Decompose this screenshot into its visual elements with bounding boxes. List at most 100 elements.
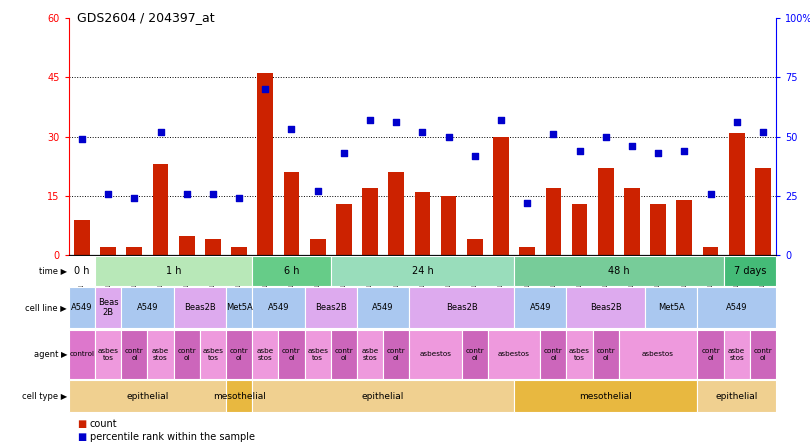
Text: A549: A549 bbox=[530, 303, 551, 312]
Text: asbestos: asbestos bbox=[498, 351, 530, 357]
Bar bbox=[650, 204, 666, 255]
Text: epithelial: epithelial bbox=[715, 392, 758, 401]
Text: Beas2B: Beas2B bbox=[184, 303, 215, 312]
Text: cell line ▶: cell line ▶ bbox=[25, 303, 67, 312]
Bar bbox=[284, 172, 300, 255]
Text: 0 h: 0 h bbox=[75, 266, 90, 276]
Bar bbox=[95, 329, 122, 379]
Text: Met5A: Met5A bbox=[226, 303, 253, 312]
Bar bbox=[619, 329, 697, 379]
Point bbox=[678, 147, 691, 155]
Text: asbe
stos: asbe stos bbox=[152, 348, 169, 361]
Bar bbox=[330, 329, 357, 379]
Text: epithelial: epithelial bbox=[126, 392, 168, 401]
Text: asbe
stos: asbe stos bbox=[361, 348, 378, 361]
Bar bbox=[540, 329, 566, 379]
Bar bbox=[593, 329, 619, 379]
Point bbox=[258, 85, 271, 93]
Bar bbox=[415, 192, 430, 255]
Text: contr
ol: contr ol bbox=[466, 348, 484, 361]
Bar bbox=[624, 188, 640, 255]
Point bbox=[180, 190, 193, 197]
Point bbox=[207, 190, 220, 197]
Text: 6 h: 6 h bbox=[284, 266, 299, 276]
Text: contr
ol: contr ol bbox=[125, 348, 143, 361]
Bar bbox=[702, 247, 718, 255]
Text: control: control bbox=[70, 351, 95, 357]
Text: asbes
tos: asbes tos bbox=[202, 348, 224, 361]
Bar bbox=[676, 200, 693, 255]
Bar bbox=[74, 220, 90, 255]
Text: contr
ol: contr ol bbox=[701, 348, 720, 361]
Bar bbox=[467, 239, 483, 255]
Bar bbox=[69, 256, 95, 286]
Text: contr
ol: contr ol bbox=[544, 348, 563, 361]
Point bbox=[704, 190, 717, 197]
Bar bbox=[697, 287, 776, 328]
Text: ■: ■ bbox=[77, 432, 86, 442]
Point bbox=[337, 150, 350, 157]
Bar bbox=[493, 137, 509, 255]
Text: asbestos: asbestos bbox=[642, 351, 674, 357]
Bar bbox=[514, 380, 697, 412]
Point bbox=[311, 188, 324, 195]
Bar bbox=[383, 329, 409, 379]
Text: Beas2B: Beas2B bbox=[315, 303, 347, 312]
Text: asbe
stos: asbe stos bbox=[728, 348, 745, 361]
Text: time ▶: time ▶ bbox=[39, 266, 67, 275]
Text: epithelial: epithelial bbox=[362, 392, 404, 401]
Text: asbes
tos: asbes tos bbox=[98, 348, 118, 361]
Point bbox=[102, 190, 115, 197]
Point bbox=[494, 116, 507, 123]
Point bbox=[364, 116, 377, 123]
Point bbox=[128, 195, 141, 202]
Text: GDS2604 / 204397_at: GDS2604 / 204397_at bbox=[77, 11, 215, 24]
Point bbox=[573, 147, 586, 155]
Point bbox=[599, 133, 612, 140]
Text: A549: A549 bbox=[267, 303, 289, 312]
Bar bbox=[231, 247, 247, 255]
Text: A549: A549 bbox=[137, 303, 158, 312]
Bar bbox=[462, 329, 488, 379]
Text: contr
ol: contr ol bbox=[282, 348, 301, 361]
Bar bbox=[252, 380, 514, 412]
Text: contr
ol: contr ol bbox=[596, 348, 615, 361]
Point bbox=[651, 150, 664, 157]
Text: agent ▶: agent ▶ bbox=[34, 349, 67, 359]
Text: asbes
tos: asbes tos bbox=[569, 348, 590, 361]
Text: 1 h: 1 h bbox=[166, 266, 181, 276]
Bar bbox=[362, 188, 378, 255]
Bar bbox=[566, 329, 593, 379]
Bar bbox=[69, 287, 95, 328]
Bar bbox=[305, 329, 330, 379]
Text: percentile rank within the sample: percentile rank within the sample bbox=[90, 432, 255, 442]
Bar bbox=[441, 196, 457, 255]
Point bbox=[285, 126, 298, 133]
Text: A549: A549 bbox=[71, 303, 92, 312]
Text: 24 h: 24 h bbox=[411, 266, 433, 276]
Bar bbox=[173, 329, 200, 379]
Bar bbox=[258, 73, 273, 255]
Bar bbox=[514, 287, 566, 328]
Point bbox=[154, 128, 167, 135]
Point bbox=[390, 119, 403, 126]
Bar bbox=[388, 172, 404, 255]
Text: asbes
tos: asbes tos bbox=[307, 348, 328, 361]
Bar bbox=[226, 329, 252, 379]
Bar bbox=[173, 287, 226, 328]
Text: contr
ol: contr ol bbox=[230, 348, 249, 361]
Point bbox=[468, 152, 481, 159]
Bar bbox=[226, 287, 252, 328]
Text: cell type ▶: cell type ▶ bbox=[22, 392, 67, 401]
Bar bbox=[147, 329, 173, 379]
Bar bbox=[723, 256, 776, 286]
Bar bbox=[279, 329, 305, 379]
Text: Beas
2B: Beas 2B bbox=[98, 298, 118, 317]
Bar bbox=[69, 329, 95, 379]
Bar bbox=[409, 287, 514, 328]
Bar bbox=[122, 329, 147, 379]
Point bbox=[757, 128, 770, 135]
Text: mesothelial: mesothelial bbox=[579, 392, 632, 401]
Bar bbox=[514, 256, 723, 286]
Bar bbox=[488, 329, 540, 379]
